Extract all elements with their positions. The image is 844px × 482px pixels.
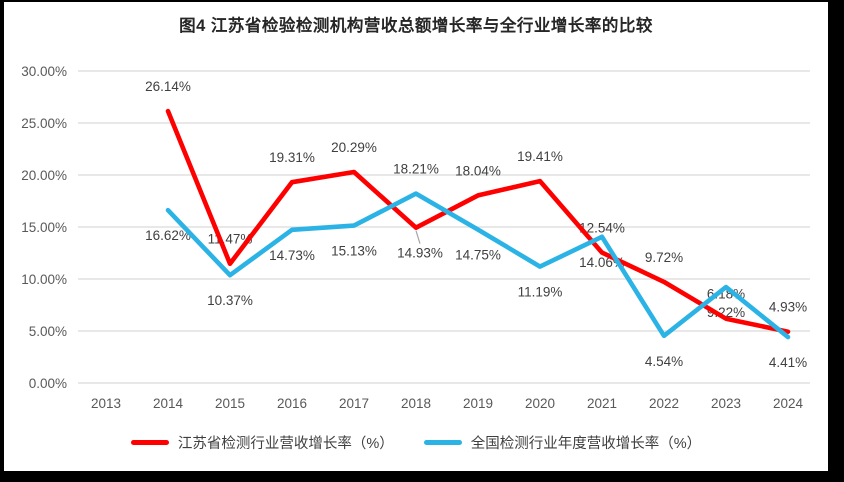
data-label-national: 11.19% [518,285,563,300]
x-axis-label: 2017 [339,396,369,411]
data-label-jiangsu: 14.93% [397,246,443,261]
x-axis-label: 2020 [525,396,555,411]
legend-swatch-jiangsu [130,440,169,445]
y-axis-label: 20.00% [21,168,67,183]
legend: 江苏省检测行业营收增长率（%） 全国检测行业年度营收增长率（%） [4,432,828,453]
data-label-jiangsu: 18.04% [455,163,501,178]
x-axis-label: 2023 [711,396,741,411]
x-axis-label: 2022 [649,396,679,411]
data-label-jiangsu: 19.31% [269,150,315,165]
x-axis-label: 2018 [401,396,431,411]
legend-label-jiangsu: 江苏省检测行业营收增长率（%） [177,436,394,452]
chart-title: 图4 江苏省检验检测机构营收总额增长率与全行业增长率的比较 [179,17,653,35]
data-label-jiangsu: 20.29% [331,140,377,155]
data-label-jiangsu: 6.18% [707,287,745,302]
data-label-national: 4.41% [769,355,807,370]
data-label-national: 10.37% [207,293,253,308]
x-axis-label: 2014 [153,396,184,411]
x-axis-label: 2015 [215,396,245,411]
data-label-national: 9.22% [707,305,745,320]
data-label-national: 14.73% [269,248,315,263]
x-axis-label: 2024 [773,396,804,411]
data-label-national: 4.54% [645,354,683,369]
chart-canvas: 图4 江苏省检验检测机构营收总额增长率与全行业增长率的比较 30.00% 25.0… [4,2,828,471]
y-axis-label: 0.00% [29,376,67,391]
legend-label-national: 全国检测行业年度营收增长率（%） [470,436,702,452]
data-label-jiangsu: 12.54% [579,221,625,236]
data-label-national: 15.13% [331,244,377,259]
data-label-jiangsu: 26.14% [145,79,191,94]
y-axis-label: 15.00% [21,220,67,235]
y-axis-label: 30.00% [21,64,67,79]
data-label-jiangsu: 19.41% [517,149,563,164]
x-axis-label: 2016 [277,396,307,411]
chart-plot-area: 30.00% 25.00% 20.00% 15.00% 10.00% 5.00% 0.00%… [21,64,810,411]
x-axis-label: 2013 [91,396,121,411]
data-label-jiangsu: 9.72% [645,250,683,265]
y-axis-label: 5.00% [29,324,67,339]
legend-swatch-national [423,440,462,445]
series-line-national [165,191,791,340]
series-line-jiangsu [165,108,791,335]
x-axis-label: 2019 [463,396,493,411]
legend-item-jiangsu: 江苏省检测行业营收增长率（%） [130,432,394,453]
data-label-jiangsu: 4.93% [769,300,807,315]
data-label-national: 14.75% [455,248,501,263]
legend-item-national: 全国检测行业年度营收增长率（%） [423,432,702,453]
label-leader-line [415,230,421,244]
data-label-national: 16.62% [145,228,191,243]
x-axis-label: 2021 [587,396,617,411]
y-axis-label: 25.00% [21,116,67,131]
y-axis-label: 10.00% [21,272,67,287]
data-label-national: 18.21% [393,162,439,177]
